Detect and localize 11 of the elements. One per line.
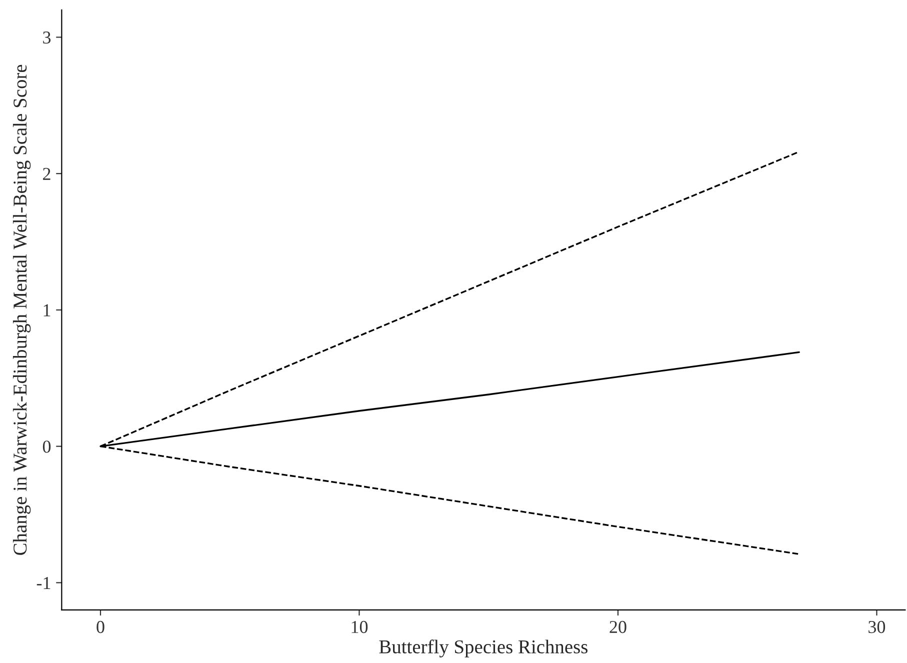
x-tick-label: 0 xyxy=(96,620,104,634)
y-tick-label: 0 xyxy=(42,440,51,453)
x-tick-label: 30 xyxy=(868,620,886,634)
y-tick-label: 1 xyxy=(44,304,50,316)
x-tick-label: 10 xyxy=(352,620,368,634)
x-tick-label: 20 xyxy=(610,620,626,634)
y-tick-label: -1 xyxy=(36,577,50,589)
x-axis-title: Butterfly Species Richness xyxy=(379,640,588,658)
y-axis-title: Change in Warwick-Edinburgh Mental Well-Being Scale Score xyxy=(12,64,31,555)
y-tick-label: 3 xyxy=(43,32,51,44)
y-tick-label: 2 xyxy=(43,168,50,180)
